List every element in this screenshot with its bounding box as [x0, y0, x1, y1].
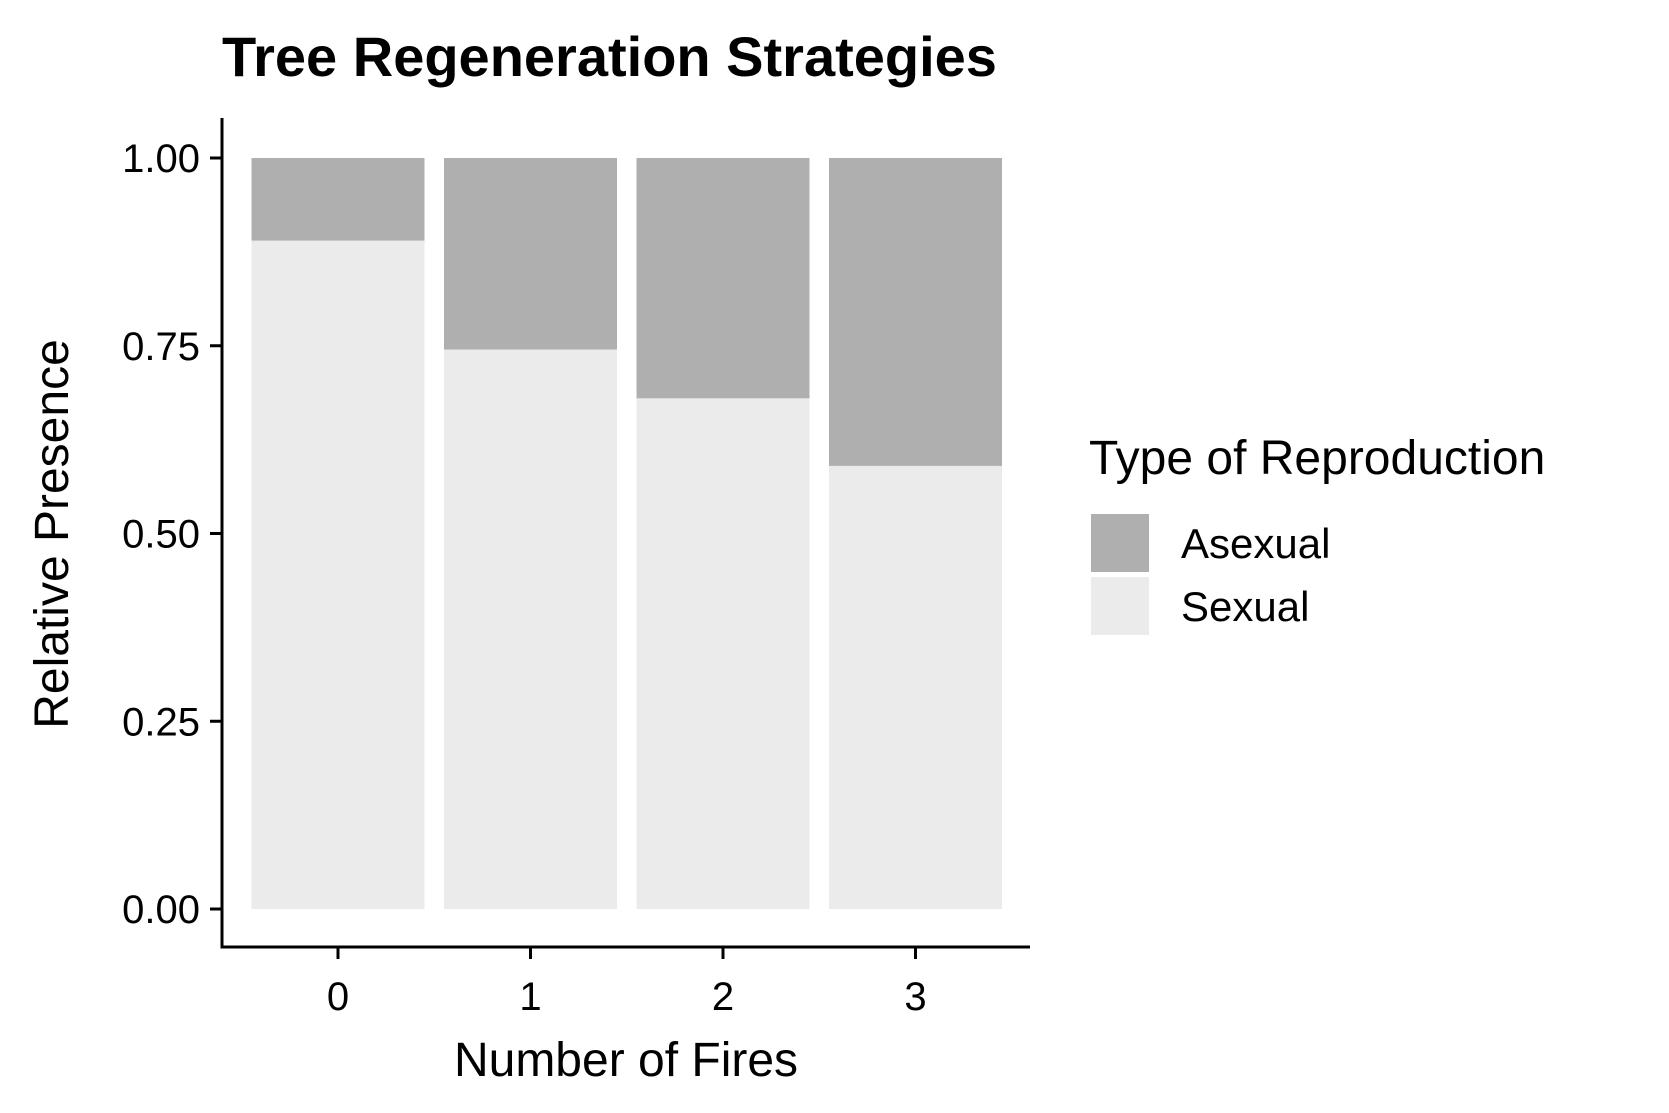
- x-tick-label: 2: [712, 975, 734, 1019]
- bar-asexual-0: [251, 158, 425, 241]
- bar-asexual-1: [444, 158, 617, 350]
- y-tick-label: 0.75: [122, 325, 200, 369]
- legend-title: Type of Reproduction: [1089, 432, 1545, 485]
- legend-key-asexual: [1091, 514, 1149, 572]
- legend-label-asexual: Asexual: [1181, 520, 1330, 567]
- bar-sexual-1: [444, 349, 617, 909]
- y-ticks-group: 0.00 0.25 0.50 0.75 1.00: [122, 137, 222, 932]
- bar-sexual-3: [829, 465, 1002, 909]
- bars-group: [251, 158, 1002, 910]
- legend-label-sexual: Sexual: [1181, 583, 1309, 630]
- chart-title: Tree Regeneration Strategies: [222, 25, 997, 88]
- bar-asexual-2: [636, 158, 810, 399]
- y-tick-label: 0.00: [122, 888, 200, 932]
- y-tick-label: 0.25: [122, 700, 200, 744]
- x-ticks-group: 0 1 2 3: [327, 947, 927, 1019]
- y-tick-label: 1.00: [122, 137, 200, 181]
- bar-sexual-2: [636, 398, 810, 909]
- y-tick-label: 0.50: [122, 513, 200, 557]
- bar-sexual-0: [251, 240, 425, 910]
- x-tick-label: 0: [327, 975, 349, 1019]
- x-tick-label: 3: [904, 975, 926, 1019]
- legend-key-sexual: [1091, 577, 1149, 635]
- legend-items: Asexual Sexual: [1091, 514, 1330, 635]
- x-axis-title: Number of Fires: [454, 1034, 798, 1087]
- y-axis-title: Relative Presence: [26, 339, 79, 729]
- x-tick-label: 1: [519, 975, 541, 1019]
- bar-asexual-3: [829, 158, 1002, 466]
- legend: Type of Reproduction Asexual Sexual: [1089, 432, 1545, 635]
